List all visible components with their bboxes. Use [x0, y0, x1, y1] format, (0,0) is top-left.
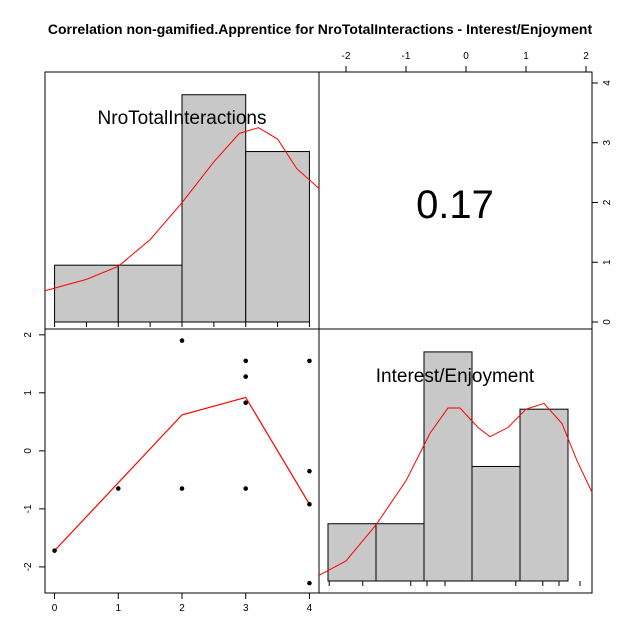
scatter-point: [243, 358, 249, 364]
x-tick-label: 1: [115, 603, 121, 614]
right-tick-label: 2: [602, 199, 613, 205]
y-tick-label: 1: [23, 390, 34, 396]
scatter-point: [52, 548, 57, 553]
y-tick-label: -1: [23, 504, 34, 513]
scatter-point: [243, 486, 249, 491]
density-curve: [318, 402, 593, 576]
histogram-bar: [54, 264, 119, 323]
variable-label-2: Interest/Enjoyment: [376, 366, 535, 387]
right-tick-label: 1: [602, 259, 613, 265]
histogram-bar: [519, 408, 569, 582]
histogram-nrototalinteractions: [44, 94, 320, 327]
top-tick-label: -1: [402, 51, 411, 62]
top-tick-label: 1: [523, 51, 529, 62]
panel-bottom-right: [318, 328, 593, 594]
x-axis-bottom: 0 1 2 3 4: [52, 592, 313, 614]
top-tick-label: 0: [463, 51, 469, 62]
density-curve: [44, 127, 320, 292]
y-tick-label: -2: [23, 562, 34, 571]
histogram-bar: [471, 465, 521, 582]
scatter-point: [179, 338, 185, 343]
lowess-line: [54, 396, 310, 552]
histogram-bar: [181, 94, 247, 323]
panel-bottom-left: [44, 328, 320, 594]
x-tick-label: 2: [179, 603, 185, 614]
variable-label-1: NroTotalInteractions: [98, 108, 267, 129]
chart-title: Correlation non-gamified.Apprentice for …: [48, 21, 593, 37]
scatter-plot: [52, 338, 312, 586]
scatter-point: [307, 358, 312, 364]
x-tick-label: 4: [307, 603, 313, 614]
scatter-point: [179, 486, 185, 491]
right-tick-label: 4: [602, 80, 613, 86]
scatter-point: [115, 486, 121, 491]
top-tick-label: 2: [583, 51, 589, 62]
y-axis-left: -2 -1 0 1 2: [23, 332, 46, 571]
histogram-interest-enjoyment: [318, 351, 593, 586]
scatter-point: [307, 580, 312, 586]
y-tick-label: 2: [23, 332, 34, 338]
scatter-point: [307, 501, 312, 507]
scatter-point: [243, 400, 249, 405]
top-tick-label: -2: [342, 51, 351, 62]
x-tick-label: 3: [243, 603, 249, 614]
scatter-point: [243, 374, 249, 379]
histogram-bar: [117, 264, 183, 323]
histogram-bar: [375, 523, 425, 582]
correlation-value: 0.17: [416, 183, 494, 227]
histogram-bar: [245, 151, 310, 323]
histogram-bar: [327, 523, 377, 582]
scatter-point: [307, 468, 312, 474]
right-tick-label: 3: [602, 140, 613, 146]
right-tick-label: 0: [602, 319, 613, 325]
x-tick-label: 0: [52, 603, 58, 614]
x-axis-top: -2 -1 0 1 2: [342, 51, 589, 73]
y-tick-label: 0: [23, 448, 34, 454]
y-axis-right: 0 1 2 3 4: [591, 80, 613, 325]
